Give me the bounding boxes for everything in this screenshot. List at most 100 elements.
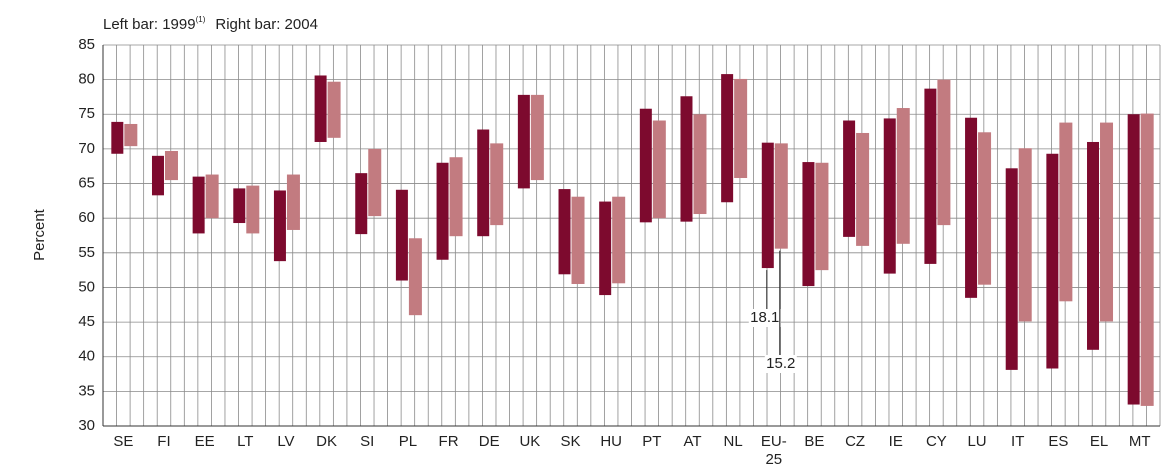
bar [774, 143, 788, 249]
x-tick-label: PT [642, 433, 661, 450]
y-tick-label: 75 [78, 105, 95, 122]
bar [1140, 113, 1154, 406]
bar [680, 96, 693, 222]
bar [192, 176, 205, 234]
bar [761, 142, 774, 269]
bar [327, 81, 341, 138]
x-tick-label: DK [316, 433, 337, 450]
legend-note: (1) [196, 15, 206, 24]
y-tick-label: 80 [78, 71, 95, 88]
bar [233, 188, 246, 224]
x-tick-label: IE [889, 433, 903, 450]
x-tick-label: SE [113, 433, 133, 450]
x-tick-label: SK [561, 433, 581, 450]
x-tick-label: EE [195, 433, 215, 450]
bar [721, 74, 734, 203]
bar [1018, 148, 1032, 322]
y-tick-label: 35 [78, 382, 95, 399]
x-tick-label: BE [804, 433, 824, 450]
x-tick-label: UK [519, 433, 540, 450]
bar [802, 162, 815, 287]
bar [164, 150, 178, 181]
bar [1059, 122, 1073, 302]
y-tick-label: 50 [78, 278, 95, 295]
annotation: 15.2 [766, 355, 795, 372]
x-tick-label: LT [237, 433, 253, 450]
x-tick-label: FI [157, 433, 170, 450]
x-tick-label-part: EU- [761, 433, 787, 450]
bar [734, 78, 748, 179]
bar [355, 173, 368, 235]
x-tick-label: LU [967, 433, 986, 450]
bar [124, 123, 138, 147]
y-tick-label: 45 [78, 313, 95, 330]
bar [314, 75, 327, 142]
x-tick-label: PL [399, 433, 417, 450]
bar [477, 129, 490, 237]
x-tick-label: FR [439, 433, 459, 450]
bar [490, 143, 504, 226]
y-tick-label: 65 [78, 175, 95, 192]
bar [205, 174, 219, 219]
bar [978, 132, 992, 285]
bar [1087, 141, 1100, 350]
legend: Left bar: 1999(1) Right bar: 2004 [103, 15, 318, 33]
x-tick-label: CY [926, 433, 947, 450]
bar [612, 196, 626, 284]
bar [571, 196, 585, 284]
annotation: 18.1 [750, 309, 779, 326]
bar [639, 108, 652, 223]
y-tick-label: 55 [78, 244, 95, 261]
annotation-box [748, 309, 781, 327]
x-tick-label-part: 25 [765, 451, 782, 468]
bar [843, 120, 856, 237]
bar [408, 238, 422, 316]
bar [965, 117, 978, 298]
bar [896, 108, 910, 244]
x-tick-label: IT [1011, 433, 1024, 450]
x-tick-label: NL [724, 433, 743, 450]
legend-label: Left bar: 1999 [103, 16, 196, 33]
bar [558, 189, 571, 275]
x-tick-label: MT [1129, 433, 1151, 450]
bar [449, 157, 463, 237]
bar [1046, 153, 1059, 369]
bar [111, 121, 124, 154]
bar [693, 114, 707, 215]
bar [436, 162, 449, 260]
y-tick-label: 30 [78, 417, 95, 434]
bar [883, 118, 896, 274]
y-tick-label: 40 [78, 348, 95, 365]
x-tick-label: CZ [845, 433, 865, 450]
bar [368, 148, 382, 217]
y-axis-label: Percent [31, 208, 48, 261]
x-tick-label: EU-25 [761, 433, 787, 468]
bar [273, 190, 286, 262]
bar [856, 132, 870, 246]
bar [530, 94, 544, 181]
y-tick-label: 85 [78, 36, 95, 53]
y-tick-label: 70 [78, 140, 95, 157]
y-tick-label: 60 [78, 209, 95, 226]
bar [1005, 168, 1018, 370]
x-tick-label: SI [360, 433, 374, 450]
x-tick-label: AT [683, 433, 701, 450]
bar [599, 201, 612, 296]
bar [924, 88, 937, 264]
bar [395, 189, 408, 281]
bar [815, 162, 829, 271]
x-tick-label: ES [1048, 433, 1068, 450]
x-tick-label: DE [479, 433, 500, 450]
bar [1127, 114, 1140, 405]
x-tick-label: HU [600, 433, 622, 450]
annotation-box [764, 355, 797, 373]
bar [151, 155, 164, 196]
legend-label: Right bar: 2004 [215, 16, 318, 33]
bar [1100, 122, 1114, 322]
bar [286, 174, 300, 230]
bar [652, 120, 666, 219]
x-tick-label: LV [277, 433, 294, 450]
x-tick-label: EL [1090, 433, 1108, 450]
bar [937, 79, 951, 226]
